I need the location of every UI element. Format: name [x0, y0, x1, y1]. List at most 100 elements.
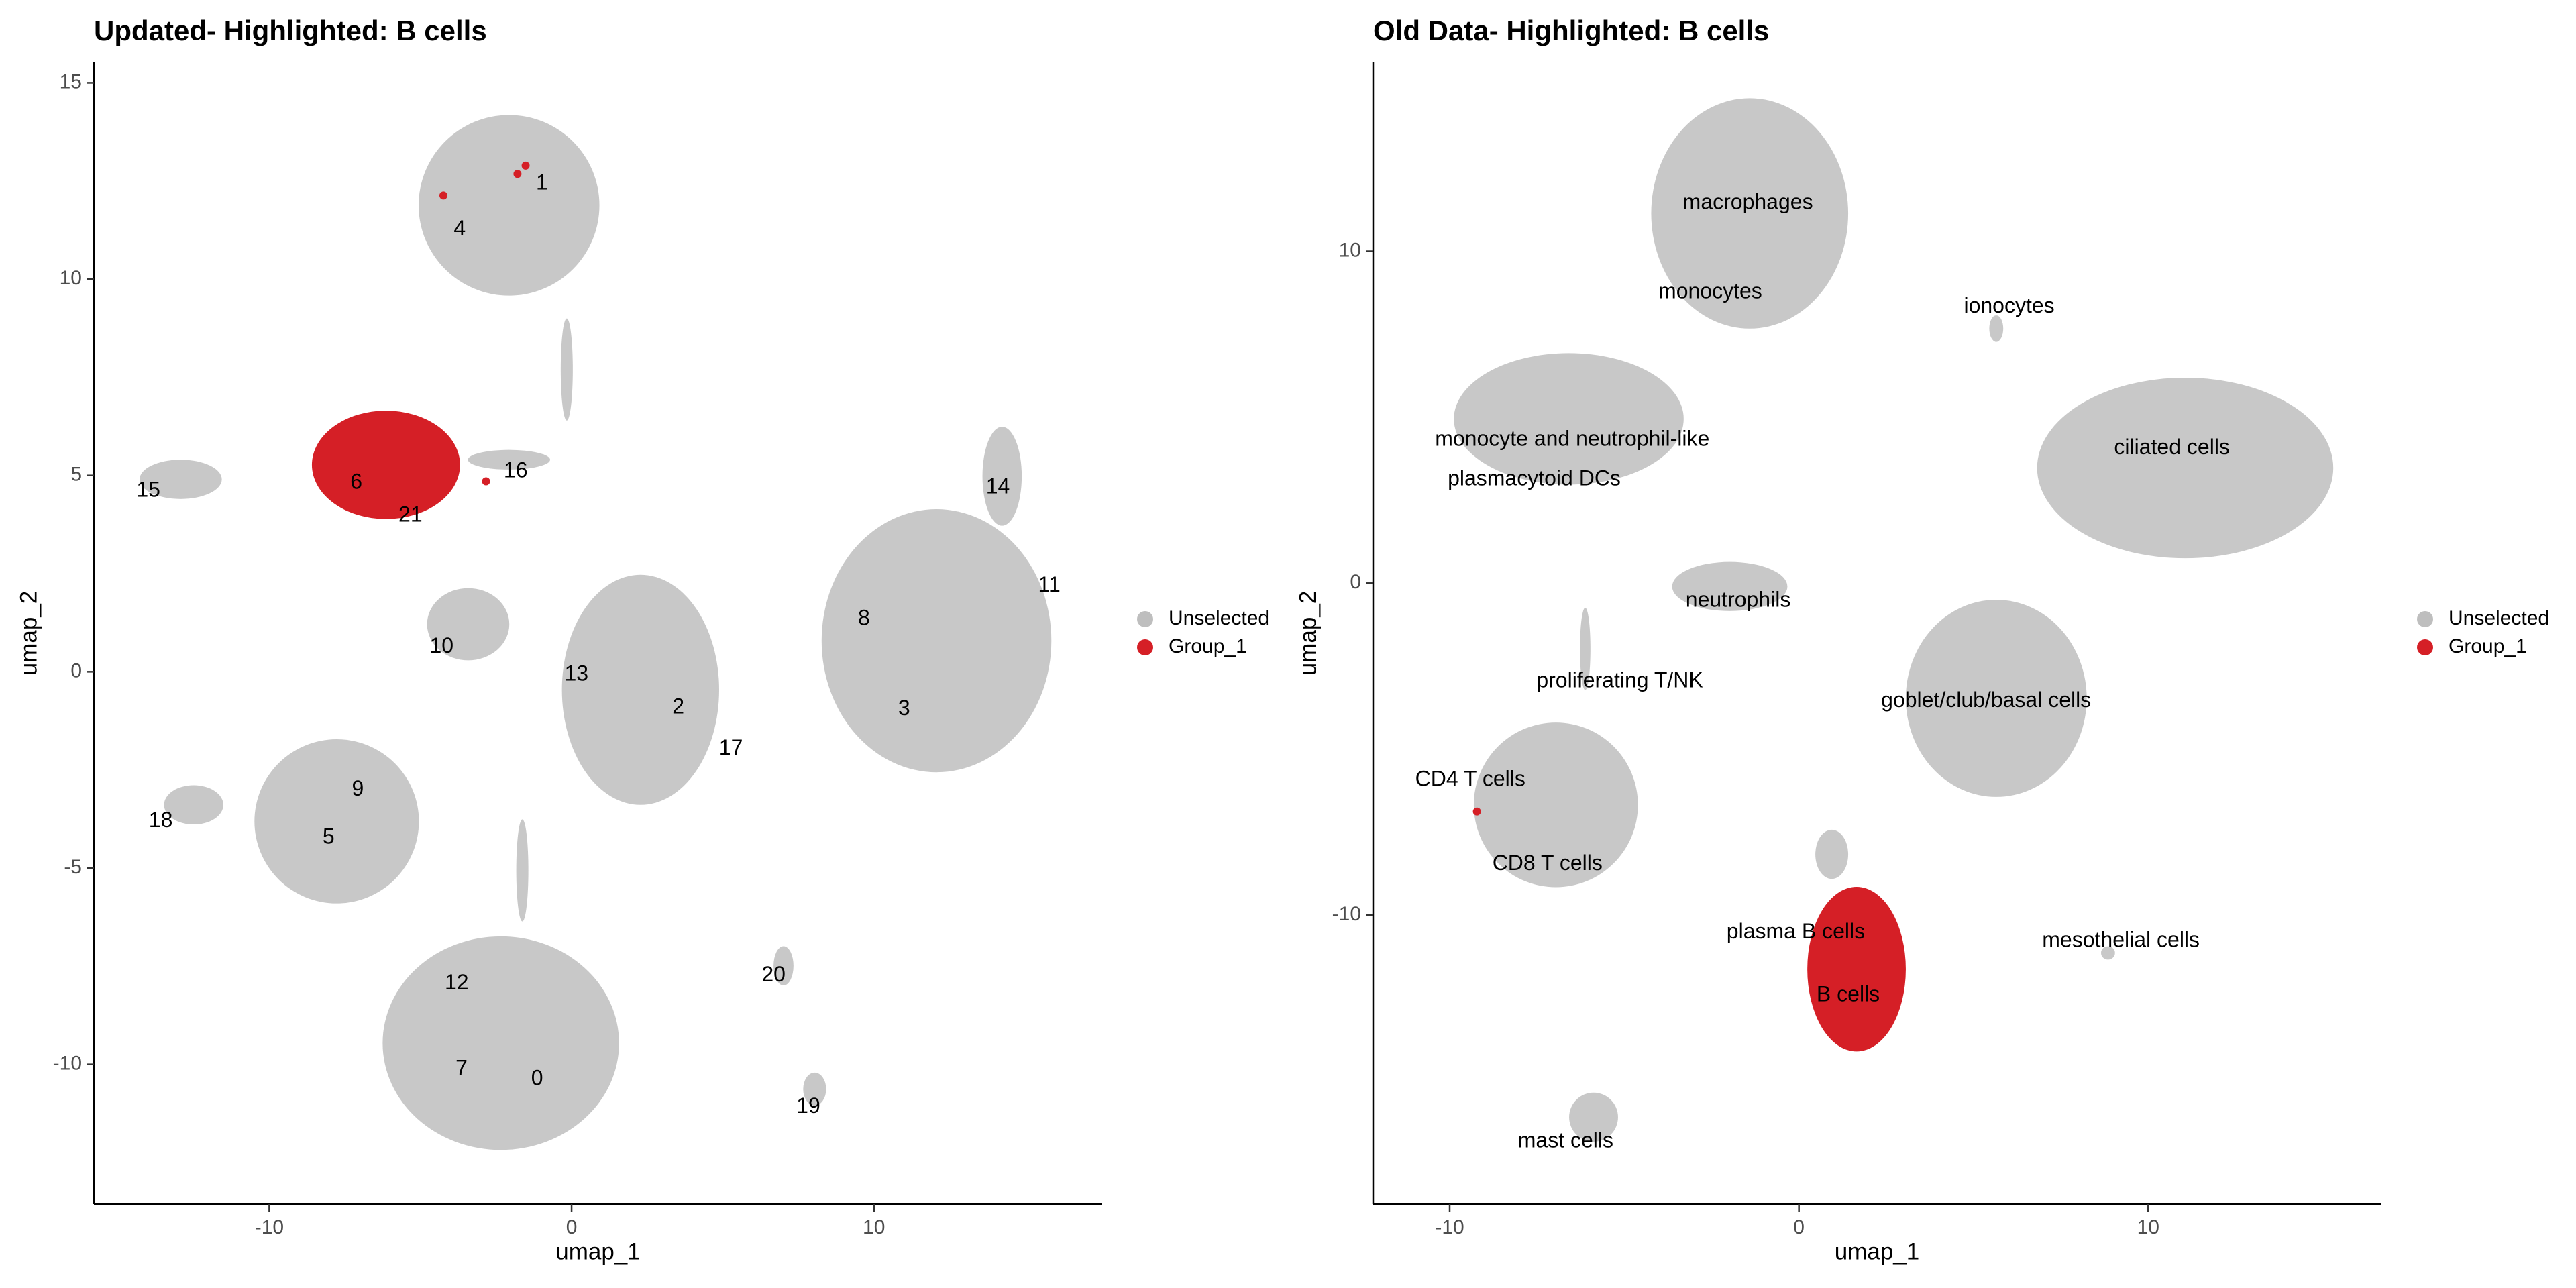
cell-cluster [560, 318, 573, 421]
cluster-label: goblet/club/basal cells [1881, 688, 2091, 712]
x-tick-label: 10 [2137, 1216, 2159, 1238]
y-tick-label: 10 [60, 267, 82, 289]
cluster-label: ionocytes [1964, 293, 2054, 317]
cluster-label: plasma B cells [1727, 919, 1865, 943]
cluster-label: 3 [898, 696, 910, 720]
cell-point [521, 161, 530, 170]
cell-cluster [561, 574, 719, 805]
cluster-label: monocyte and neutrophil-like [1435, 426, 1709, 450]
y-tick-label: -10 [1332, 903, 1361, 925]
x-tick-label: 0 [566, 1216, 578, 1238]
cluster-label: 4 [453, 216, 466, 240]
legend-label: Unselected [2449, 607, 2549, 629]
cell-cluster [1580, 607, 1591, 690]
cell-cluster [2100, 946, 2115, 960]
cluster-label: 10 [429, 633, 453, 657]
y-tick-label: -10 [53, 1053, 82, 1075]
cluster-label: 2 [672, 694, 684, 718]
cell-cluster [382, 936, 619, 1150]
cell-cluster [1989, 315, 2004, 342]
cell-cluster [1651, 98, 1849, 329]
y-tick-label: 15 [60, 70, 82, 93]
cell-cluster [773, 946, 794, 985]
umap-panel: macrophages monocytes ionocytes monocyte an… [1295, 15, 2549, 1265]
x-axis-label: umap_1 [555, 1238, 640, 1265]
cluster-label: monocytes [1658, 278, 1762, 303]
cluster-label: plasmacytoid DCs [1448, 466, 1621, 490]
cell-cluster [1454, 353, 1684, 485]
cell-cluster [1905, 600, 2087, 797]
cluster-label: proliferating T/NK [1536, 668, 1703, 692]
cell-cluster [982, 427, 1022, 526]
cluster-label: 20 [761, 962, 786, 986]
chart-title: Updated- Highlighted: B cells [94, 15, 487, 46]
cluster-label: 5 [323, 824, 335, 848]
cell-cluster [516, 819, 529, 922]
x-axis-label: umap_1 [1835, 1238, 1919, 1265]
cell-cluster [1807, 887, 1906, 1052]
cell-point [482, 477, 490, 486]
cluster-label: 21 [398, 502, 423, 526]
cluster-label: 7 [455, 1056, 468, 1080]
y-tick-label: 0 [1350, 571, 1361, 593]
cell-cluster [821, 509, 1052, 773]
chart-title: Old Data- Highlighted: B cells [1373, 15, 1769, 46]
cluster-label: 8 [858, 605, 870, 629]
x-tick-label: 0 [1793, 1216, 1805, 1238]
cluster-label: 12 [445, 970, 469, 994]
y-axis-label: umap_2 [1295, 591, 1321, 676]
cluster-label: 15 [136, 478, 160, 502]
y-tick-label: 10 [1339, 239, 1361, 261]
cell-cluster [419, 115, 600, 296]
cell-cluster [803, 1072, 826, 1106]
cell-point [1472, 807, 1481, 816]
legend-marker [1137, 639, 1153, 655]
cell-cluster [140, 460, 222, 499]
cell-cluster [1815, 829, 1849, 879]
y-axis-label: umap_2 [15, 591, 42, 676]
cluster-label: 11 [1038, 572, 1061, 596]
cell-point [513, 170, 522, 178]
legend-label: Group_1 [1169, 635, 1247, 657]
cell-cluster [1569, 1092, 1618, 1142]
cell-cluster [164, 785, 223, 825]
cluster-label: 18 [149, 808, 173, 832]
y-tick-label: -5 [64, 856, 82, 878]
x-tick-label: -10 [255, 1216, 284, 1238]
legend-label: Unselected [1169, 607, 1269, 629]
y-tick-label: 5 [70, 464, 82, 486]
legend-marker [2417, 611, 2433, 627]
legend-label: Group_1 [2449, 635, 2527, 657]
cell-cluster [2037, 378, 2334, 559]
cluster-label: 0 [531, 1065, 543, 1089]
cluster-label: CD4 T cells [1415, 767, 1525, 791]
cell-cluster [468, 449, 551, 470]
cell-cluster [254, 739, 419, 904]
cluster-label: 17 [719, 735, 743, 759]
x-tick-label: 10 [863, 1216, 885, 1238]
cluster-label: 1 [536, 170, 548, 194]
cluster-label: 6 [350, 469, 362, 493]
cluster-label: B cells [1817, 982, 1880, 1006]
cluster-label: mesothelial cells [2042, 928, 2200, 952]
cell-point [439, 191, 447, 200]
legend-marker [1137, 611, 1153, 627]
cluster-label: CD8 T cells [1493, 851, 1603, 875]
cluster-label: 14 [986, 474, 1010, 498]
cluster-label: 13 [564, 661, 588, 685]
y-tick-label: 0 [70, 659, 82, 682]
cell-cluster [1473, 722, 1638, 888]
cluster-label: 19 [796, 1093, 820, 1118]
cell-cluster [1672, 561, 1788, 611]
cluster-label: 16 [504, 458, 528, 482]
x-tick-label: -10 [1435, 1216, 1464, 1238]
cell-cluster [427, 588, 510, 661]
legend-marker [2417, 639, 2433, 655]
cluster-label: neutrophils [1686, 587, 1791, 611]
cluster-label: mast cells [1518, 1128, 1613, 1152]
cell-cluster [311, 411, 460, 519]
cluster-label: 9 [352, 776, 364, 800]
cluster-label: ciliated cells [2114, 435, 2230, 459]
